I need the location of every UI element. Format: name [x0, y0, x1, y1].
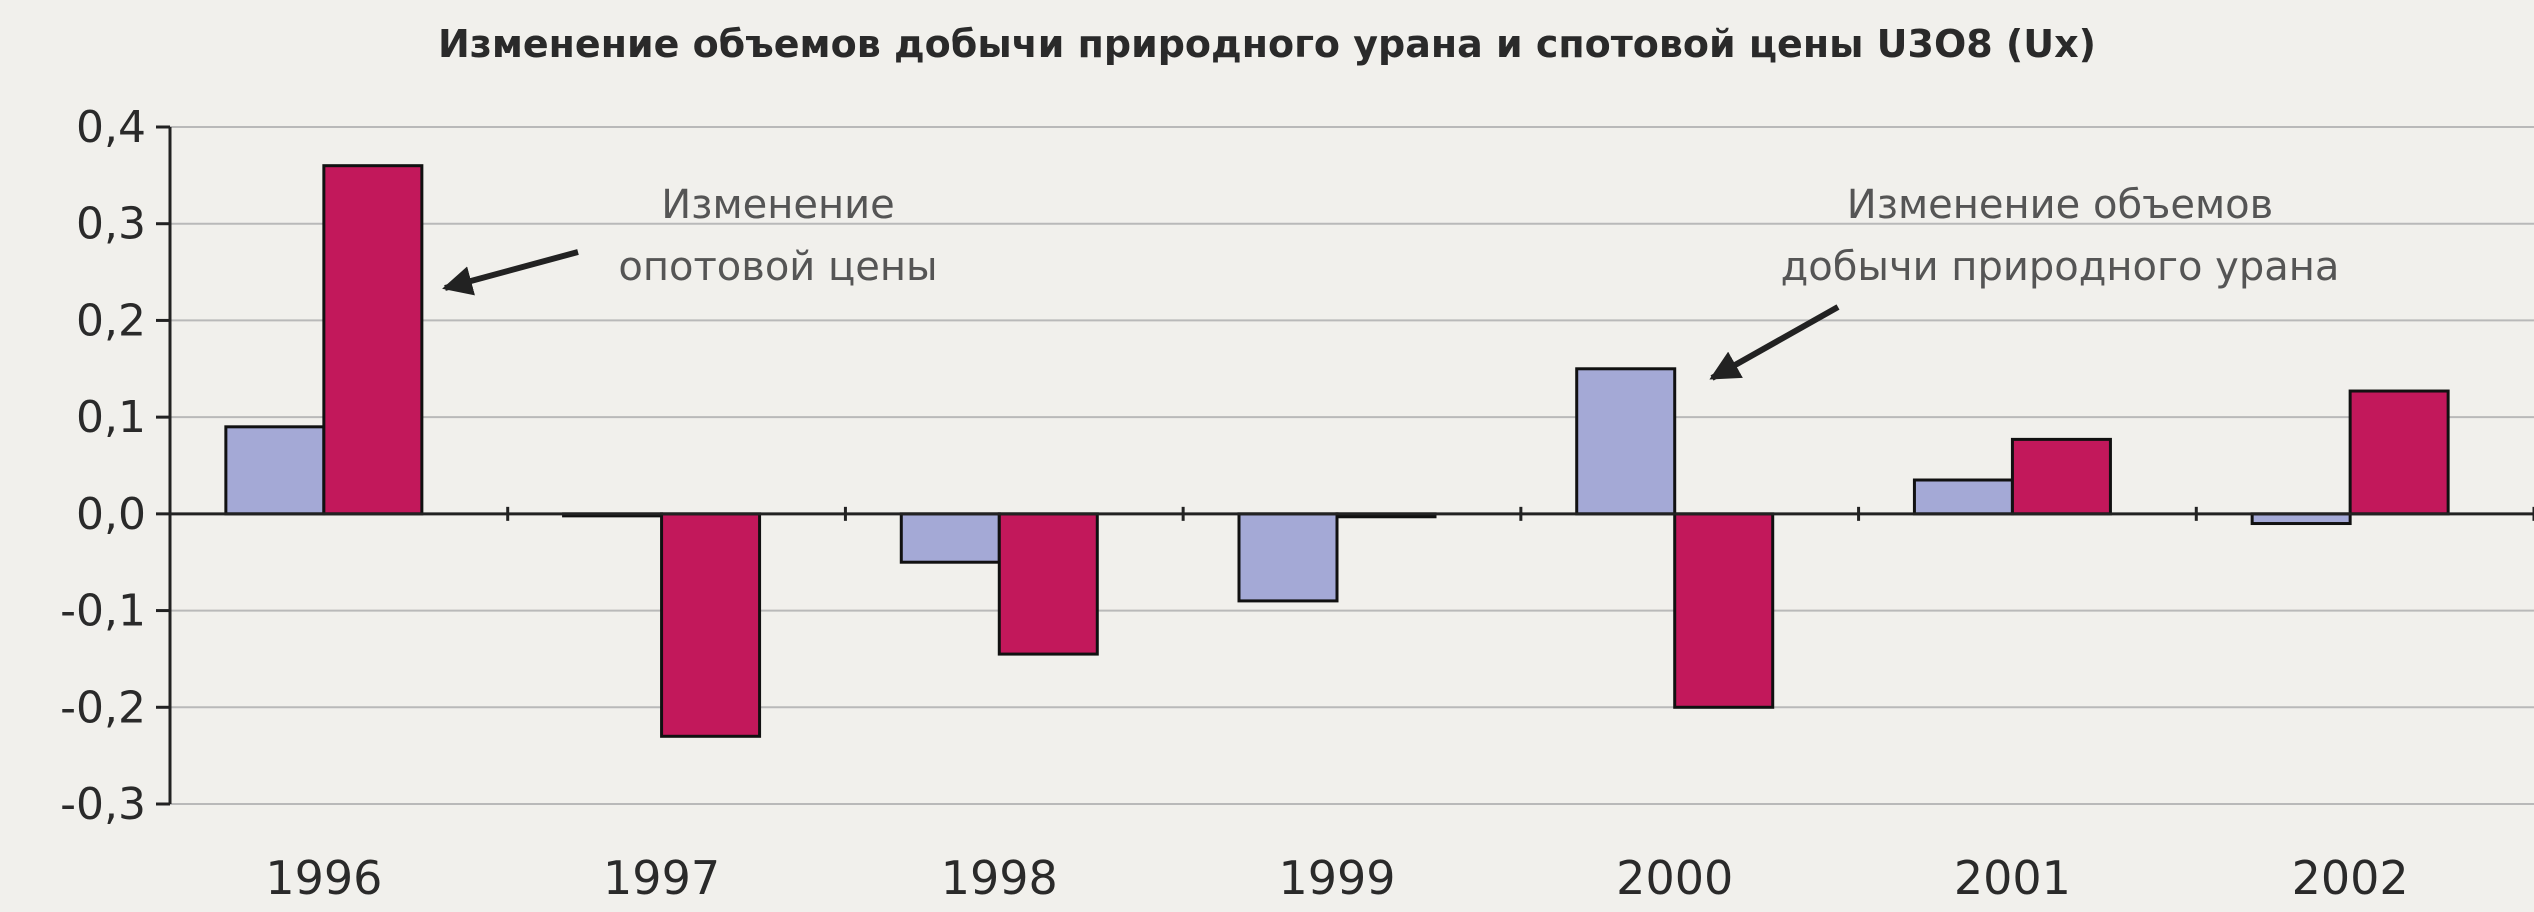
bar-price-2000: [1673, 512, 1775, 709]
annotation-volume-line1: Изменение объемов: [1847, 182, 2273, 228]
x-tick-label: 1999: [1278, 851, 1395, 905]
y-tick-label: 0,2: [76, 295, 146, 346]
annotation-price-line1: Изменение: [661, 182, 895, 228]
x-tick-label: 2001: [1954, 851, 2071, 905]
y-tick-label: -0,1: [60, 586, 146, 637]
chart-title: Изменение объемов добычи природного уран…: [437, 22, 2097, 66]
y-tick-label: -0,3: [60, 779, 146, 830]
annotation-price-arrow: [442, 249, 579, 296]
bar-volume-2001: [1912, 478, 2014, 516]
x-tick-label: 2000: [1616, 851, 1733, 905]
bar-volume-2000: [1575, 367, 1677, 516]
bar-price-2001: [2010, 437, 2112, 516]
bar-price-1996: [322, 164, 424, 516]
bar-volume-1999: [1237, 512, 1339, 603]
y-tick-label: 0,3: [76, 199, 146, 250]
bar-price-1997: [660, 512, 762, 738]
annotation-volume-arrow: [1709, 304, 1840, 381]
x-tick-label: 2002: [2292, 851, 2409, 905]
y-tick-label: 0,0: [76, 489, 146, 540]
annotation-volume-line2: добычи природного урана: [1781, 244, 2340, 290]
bar-volume-1998: [899, 512, 1001, 564]
y-tick-label: 0,4: [76, 102, 146, 153]
annotation-price-line2: опотовой цены: [618, 244, 937, 290]
y-tick-label: -0,2: [60, 682, 146, 733]
bar-volume-1996: [224, 425, 326, 516]
x-tick-label: 1998: [941, 851, 1058, 905]
x-tick-label: 1996: [265, 851, 382, 905]
bar-price-2002: [2348, 389, 2450, 516]
y-tick-label: 0,1: [76, 392, 146, 443]
bar-price-1998: [997, 512, 1099, 656]
x-tick-label: 1997: [603, 851, 720, 905]
